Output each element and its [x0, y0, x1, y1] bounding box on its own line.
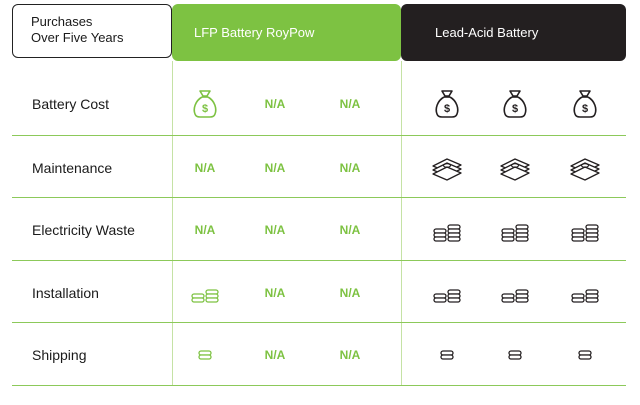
svg-text:$: $	[444, 103, 450, 115]
svg-text:$: $	[512, 103, 518, 115]
table-row: Electricity Waste N/A N/A N/A	[0, 199, 640, 260]
lfp-na-cell: N/A	[339, 285, 361, 300]
row-label: Maintenance	[32, 159, 113, 176]
svg-text:$: $	[202, 103, 208, 115]
cash-stack-icon	[565, 153, 605, 183]
lfp-column-header: LFP Battery RoyPow	[172, 4, 401, 61]
row-divider	[12, 385, 626, 386]
coins-medium-icon	[427, 278, 467, 308]
coin-single-icon	[185, 340, 225, 370]
lfp-na-cell: N/A	[194, 222, 216, 237]
coins-large-icon	[565, 215, 605, 245]
column-divider-lead	[401, 61, 402, 385]
row-label: Battery Cost	[32, 95, 110, 112]
lfp-na-cell: N/A	[264, 96, 286, 111]
coins-large-icon	[495, 215, 535, 245]
lfp-na-cell: N/A	[339, 96, 361, 111]
money-bag-icon: $	[495, 89, 535, 119]
coins-medium-icon	[185, 278, 225, 308]
coin-single-icon	[427, 340, 467, 370]
row-divider	[12, 322, 626, 323]
table-row: Battery Cost $ N/A N/A $ $ $	[0, 73, 640, 134]
lfp-na-cell: N/A	[264, 285, 286, 300]
coins-medium-icon	[565, 278, 605, 308]
lfp-na-cell: N/A	[339, 160, 361, 175]
lfp-na-cell: N/A	[194, 160, 216, 175]
row-divider	[12, 135, 626, 136]
coin-single-icon	[495, 340, 535, 370]
lfp-na-cell: N/A	[264, 347, 286, 362]
corner-line-1: Purchases	[31, 14, 93, 29]
row-label: Shipping	[32, 346, 87, 363]
lfp-na-cell: N/A	[339, 347, 361, 362]
comparison-corner-label: Purchases Over Five Years	[12, 4, 172, 58]
column-divider-lfp	[172, 61, 173, 385]
cash-stack-icon	[495, 153, 535, 183]
lfp-na-cell: N/A	[339, 222, 361, 237]
row-label: Installation	[32, 284, 99, 301]
money-bag-icon: $	[565, 89, 605, 119]
lfp-na-cell: N/A	[264, 160, 286, 175]
corner-line-2: Over Five Years	[31, 30, 124, 45]
lead-acid-column-header: Lead-Acid Battery	[401, 4, 626, 61]
table-row: Installation N/A N/A	[0, 262, 640, 323]
table-row: Shipping N/A N/A	[0, 324, 640, 385]
svg-text:$: $	[582, 103, 588, 115]
coins-medium-icon	[495, 278, 535, 308]
coins-large-icon	[427, 215, 467, 245]
row-divider	[12, 197, 626, 198]
table-row: Maintenance N/A N/A N/A	[0, 137, 640, 198]
row-divider	[12, 260, 626, 261]
coin-single-icon	[565, 340, 605, 370]
money-bag-icon: $	[185, 89, 225, 119]
money-bag-icon: $	[427, 89, 467, 119]
lfp-na-cell: N/A	[264, 222, 286, 237]
row-label: Electricity Waste	[32, 221, 135, 238]
cash-stack-icon	[427, 153, 467, 183]
